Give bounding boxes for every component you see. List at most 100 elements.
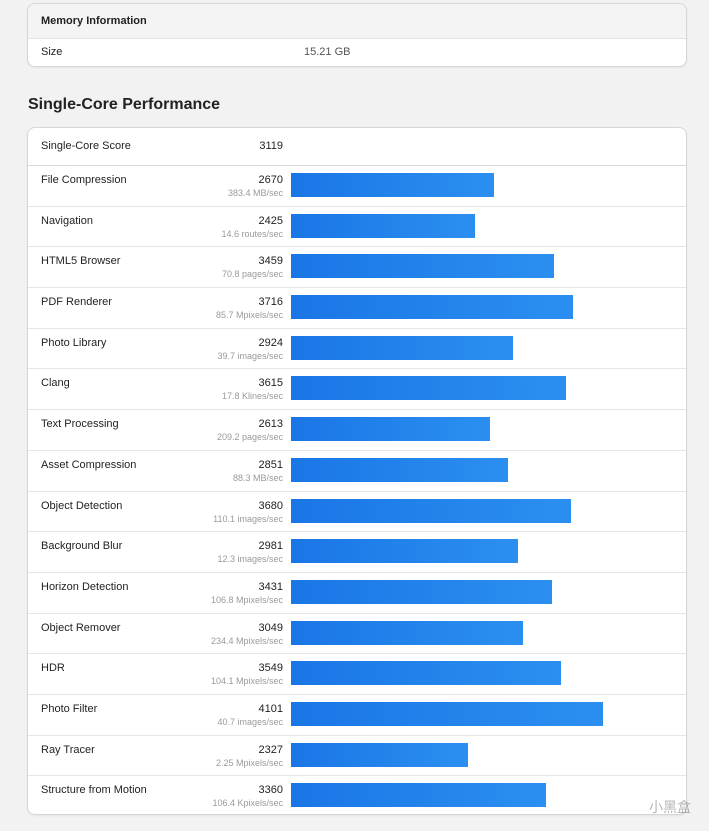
- benchmark-row: Photo Filter 4101 40.7 images/sec: [28, 695, 686, 736]
- benchmark-bar-track: [291, 254, 671, 279]
- benchmark-rate: 106.4 Kpixels/sec: [212, 798, 283, 809]
- benchmark-row: HTML5 Browser 3459 70.8 pages/sec: [28, 247, 686, 289]
- benchmark-rate: 40.7 images/sec: [217, 716, 283, 727]
- benchmark-row: Photo Library 2924 39.7 images/sec: [28, 329, 686, 370]
- benchmark-rate: 70.8 pages/sec: [221, 269, 283, 280]
- benchmark-name: Object Detection: [41, 499, 123, 512]
- benchmark-rate: 2.25 Mpixels/sec: [215, 757, 283, 768]
- benchmark-name: Structure from Motion: [41, 784, 147, 797]
- memory-info-header: Memory Information: [28, 4, 686, 39]
- benchmark-bar: [291, 620, 523, 645]
- benchmark-name: Clang: [41, 377, 70, 390]
- benchmark-score: 2425: [258, 214, 283, 227]
- benchmark-score: 3360: [258, 784, 283, 797]
- benchmark-row: Object Remover 3049 234.4 Mpixels/sec: [28, 614, 686, 655]
- benchmark-rate: 209.2 pages/sec: [216, 432, 283, 443]
- benchmark-rate: 88.3 MB/sec: [232, 472, 283, 483]
- single-core-card: Single-Core Score 3119 File Compression 2…: [27, 127, 687, 815]
- benchmark-bar-track: [291, 213, 671, 238]
- benchmark-name: Photo Filter: [41, 702, 98, 715]
- benchmark-row: Ray Tracer 2327 2.25 Mpixels/sec: [28, 736, 686, 777]
- benchmark-row: Horizon Detection 3431 106.8 Mpixels/sec: [28, 573, 686, 614]
- benchmark-name: Asset Compression: [41, 458, 137, 471]
- benchmark-name: Photo Library: [41, 336, 107, 349]
- benchmark-score: 2613: [258, 418, 283, 431]
- benchmark-bar-track: [291, 701, 671, 726]
- benchmark-rate: 110.1 images/sec: [213, 513, 283, 524]
- benchmark-bar: [291, 173, 494, 197]
- benchmark-bar-track: [291, 335, 671, 360]
- watermark-logo: 小黑盒: [649, 800, 691, 816]
- benchmark-bar-track: [291, 498, 671, 523]
- benchmark-bar: [291, 498, 571, 523]
- benchmark-rate: 14.6 routes/sec: [221, 228, 283, 239]
- benchmark-score: 2981: [258, 540, 283, 553]
- benchmark-score: 3716: [258, 296, 283, 309]
- benchmark-bar: [291, 254, 554, 279]
- benchmark-bar-track: [291, 661, 671, 686]
- benchmark-row: PDF Renderer 3716 85.7 Mpixels/sec: [28, 288, 686, 329]
- benchmark-row: File Compression 2670 383.4 MB/sec: [28, 166, 686, 207]
- benchmark-rate: 17.8 Klines/sec: [221, 391, 283, 402]
- benchmark-name: Horizon Detection: [41, 580, 129, 593]
- benchmark-rate: 104.1 Mpixels/sec: [210, 676, 283, 687]
- memory-size-value: 15.21 GB: [304, 46, 351, 58]
- benchmark-bar: [291, 783, 547, 808]
- memory-info-card: Memory Information Size 15.21 GB: [27, 3, 687, 67]
- benchmark-score: 3615: [258, 377, 283, 390]
- benchmark-bar: [291, 417, 490, 442]
- benchmark-score: 4101: [258, 702, 283, 715]
- benchmark-score: 3431: [258, 580, 283, 593]
- benchmark-score: 3549: [258, 662, 283, 675]
- benchmark-name: HDR: [41, 662, 65, 675]
- memory-size-label: Size: [41, 46, 63, 58]
- benchmark-bar: [291, 213, 476, 238]
- benchmark-name: File Compression: [41, 174, 127, 186]
- benchmark-row: Text Processing 2613 209.2 pages/sec: [28, 410, 686, 451]
- benchmark-bar-track: [291, 742, 671, 767]
- benchmark-bar-track: [291, 783, 671, 808]
- benchmark-row: Structure from Motion 3360 106.4 Kpixels/s…: [28, 776, 686, 814]
- benchmark-name: Navigation: [41, 214, 93, 227]
- benchmark-rate: 12.3 images/sec: [217, 554, 283, 565]
- benchmark-score: 2851: [258, 458, 283, 471]
- benchmark-rate: 383.4 MB/sec: [227, 188, 283, 198]
- benchmark-bar: [291, 295, 574, 320]
- benchmark-name: Background Blur: [41, 540, 123, 553]
- benchmark-bar: [291, 335, 514, 360]
- single-core-score-label: Single-Core Score: [41, 140, 131, 152]
- benchmark-row: Navigation 2425 14.6 routes/sec: [28, 207, 686, 248]
- benchmark-name: HTML5 Browser: [41, 255, 121, 268]
- benchmark-bar: [291, 376, 566, 401]
- benchmark-row: HDR 3549 104.1 Mpixels/sec: [28, 654, 686, 695]
- benchmark-score: 3680: [258, 499, 283, 512]
- benchmark-score: 2924: [258, 336, 283, 349]
- benchmark-bar-track: [291, 376, 671, 401]
- benchmark-row: Asset Compression 2851 88.3 MB/sec: [28, 451, 686, 492]
- benchmark-bar: [291, 579, 552, 604]
- benchmark-score: 3049: [258, 621, 283, 634]
- benchmark-bar: [291, 701, 603, 726]
- benchmark-bar-track: [291, 457, 671, 482]
- benchmark-score: 2327: [258, 743, 283, 756]
- benchmark-bar: [291, 661, 561, 686]
- benchmark-bar-track: [291, 417, 671, 442]
- benchmark-row: Clang 3615 17.8 Klines/sec: [28, 369, 686, 411]
- single-core-score-row: Single-Core Score 3119: [28, 128, 686, 166]
- benchmark-name: Object Remover: [41, 621, 121, 634]
- benchmark-bar: [291, 457, 508, 482]
- benchmark-rate: 39.7 images/sec: [217, 350, 283, 361]
- benchmark-score: 2670: [258, 174, 283, 186]
- single-core-title: Single-Core Performance: [28, 96, 221, 113]
- benchmark-row: Background Blur 2981 12.3 images/sec: [28, 532, 686, 573]
- benchmark-bar-track: [291, 620, 671, 645]
- benchmark-bar: [291, 539, 518, 564]
- benchmark-bar-track: [291, 579, 671, 604]
- benchmark-name: PDF Renderer: [41, 296, 112, 309]
- benchmark-row: Object Detection 3680 110.1 images/sec: [28, 492, 686, 533]
- benchmark-rate: 106.8 Mpixels/sec: [210, 594, 283, 605]
- benchmark-bar-track: [291, 173, 671, 197]
- single-core-score-value: 3119: [259, 140, 283, 152]
- benchmark-score: 3459: [258, 255, 283, 268]
- benchmark-bar-track: [291, 539, 671, 564]
